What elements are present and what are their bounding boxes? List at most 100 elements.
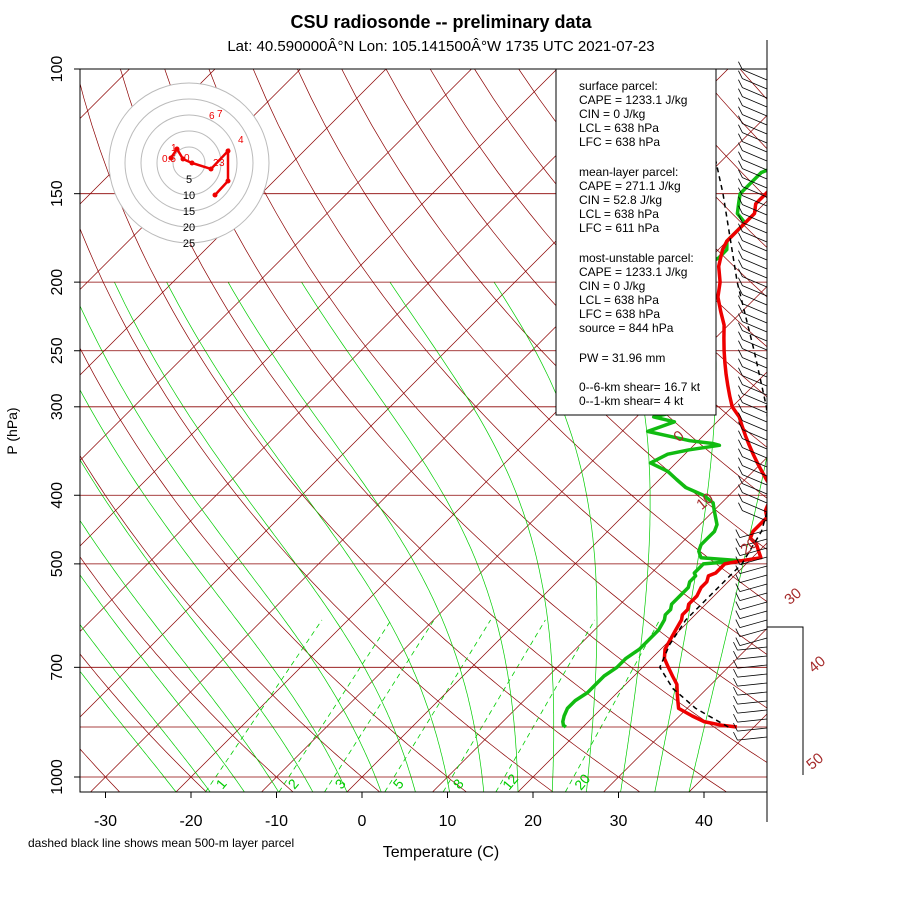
most-unstable-parcel-lcl: LCL = 638 hPa: [579, 293, 659, 307]
x-tick-label: 30: [610, 813, 628, 830]
isotherm-label: 50: [803, 750, 827, 774]
hodograph-height-label: 3: [219, 158, 225, 169]
mixing-ratio-label: 8: [450, 776, 467, 792]
hodograph-point: [190, 161, 195, 166]
wind-barb: [742, 106, 767, 116]
hodograph-ring-label: 5: [186, 174, 192, 186]
wind-barb: [742, 331, 767, 341]
wind-barb: [742, 340, 767, 350]
wind-barb-flag: [738, 395, 742, 403]
wind-barb: [740, 593, 767, 601]
mean-layer-parcel-cin: CIN = 52.8 J/kg: [579, 193, 662, 207]
wind-barb-flag: [736, 611, 740, 619]
wind-barb: [742, 160, 767, 170]
wind-barb-flag: [738, 98, 742, 106]
mixing-ratio-line: [565, 620, 659, 792]
wind-barb-flag: [738, 341, 742, 349]
isotherm-label: 0: [670, 427, 687, 445]
precipitable-water: PW = 31.96 mm: [579, 351, 665, 365]
y-tick-label: 500: [49, 550, 66, 577]
wind-barb-flag: [738, 386, 742, 394]
hodograph-point: [213, 193, 218, 198]
wind-barb: [742, 142, 767, 152]
wind-barb: [742, 115, 767, 125]
hodograph-point: [226, 149, 231, 154]
surface-parcel-lfc: LFC = 638 hPa: [579, 135, 660, 149]
surface-parcel-lcl: LCL = 638 hPa: [579, 121, 659, 135]
wind-barb-flag: [738, 503, 742, 511]
wind-barb-flag: [738, 377, 742, 385]
most-unstable-parcel-cape: CAPE = 1233.1 J/kg: [579, 265, 687, 279]
wind-barb-flag: [738, 458, 742, 466]
moist-adiabat-line: [167, 282, 450, 792]
hodograph-ring-label: 25: [183, 238, 195, 250]
wind-barb: [737, 647, 767, 650]
wind-barb: [742, 349, 767, 359]
mean-layer-parcel-lfc: LFC = 611 hPa: [579, 221, 659, 235]
dry-adiabat-line: [784, 69, 900, 792]
wind-barb: [737, 710, 767, 713]
moist-adiabat-line: [0, 282, 210, 792]
y-axis-label: P (hPa): [4, 407, 20, 454]
hodograph-height-label: 4: [238, 135, 244, 146]
hodograph-height-label: 0.5: [162, 154, 176, 165]
wind-barb-flag: [733, 732, 737, 740]
x-tick-label: 0: [358, 813, 367, 830]
wind-barb: [742, 250, 767, 260]
wind-barb-flag: [738, 323, 742, 331]
wind-barb-flag: [733, 714, 737, 722]
most-unstable-parcel-heading: most-unstable parcel:: [579, 251, 694, 265]
most-unstable-parcel-cin: CIN = 0 J/kg: [579, 279, 645, 293]
wind-barb: [740, 611, 767, 619]
isotherm-line: [774, 69, 900, 792]
wind-barb-flag: [733, 642, 737, 650]
wind-barb: [742, 286, 767, 296]
isotherm-line: [689, 69, 900, 792]
moist-adiabat-line: [228, 282, 484, 792]
wind-barb-flag: [738, 62, 742, 70]
mixing-ratio-label: 2: [285, 776, 302, 792]
wind-barb: [737, 719, 767, 722]
hodograph-ring-label: 10: [183, 190, 195, 202]
wind-barb: [742, 412, 767, 422]
wind-barb: [742, 232, 767, 242]
parcel-info-box: surface parcel: CAPE = 1233.1 J/kg CIN =…: [556, 69, 716, 415]
wind-barb-flag: [733, 651, 737, 659]
wind-barb-flag: [736, 638, 740, 646]
wind-barb: [742, 241, 767, 251]
hodograph-ring-label: 20: [183, 222, 195, 234]
wind-barb-flag: [733, 696, 737, 704]
wind-barb-flag: [733, 705, 737, 713]
wind-barb-flag: [738, 269, 742, 277]
isotherm-line: [0, 69, 642, 792]
wind-barb-flag: [738, 260, 742, 268]
mixing-ratio-label: 20: [571, 771, 593, 793]
wind-barb: [742, 259, 767, 269]
x-tick-label: 40: [695, 813, 713, 830]
moist-adiabat-line: [302, 282, 519, 792]
wind-barb: [742, 133, 767, 143]
surface-parcel-heading: surface parcel:: [579, 79, 658, 93]
dry-adiabat-line: [696, 69, 900, 792]
wind-barb: [740, 575, 767, 583]
wind-barb-flag: [738, 251, 742, 259]
x-tick-label: -10: [265, 813, 288, 830]
hodograph-height-label: 6: [209, 111, 215, 122]
wind-barb-flag: [738, 278, 742, 286]
isotherm-label: 30: [781, 585, 805, 609]
mixing-ratio-line: [443, 620, 545, 792]
wind-barb-flag: [738, 152, 742, 160]
wind-barb-flag: [738, 359, 742, 367]
x-tick-label: -20: [179, 813, 202, 830]
wind-barb-flag: [738, 134, 742, 142]
wind-barb-flag: [736, 620, 740, 628]
chart-title: CSU radiosonde -- preliminary data: [290, 12, 592, 32]
wind-barb: [737, 701, 767, 704]
moist-adiabat-line: [0, 282, 244, 792]
wind-barb-flag: [738, 125, 742, 133]
wind-barb: [742, 151, 767, 161]
wind-barb-flag: [738, 314, 742, 322]
wind-barb: [737, 737, 767, 740]
wind-barb: [742, 304, 767, 314]
